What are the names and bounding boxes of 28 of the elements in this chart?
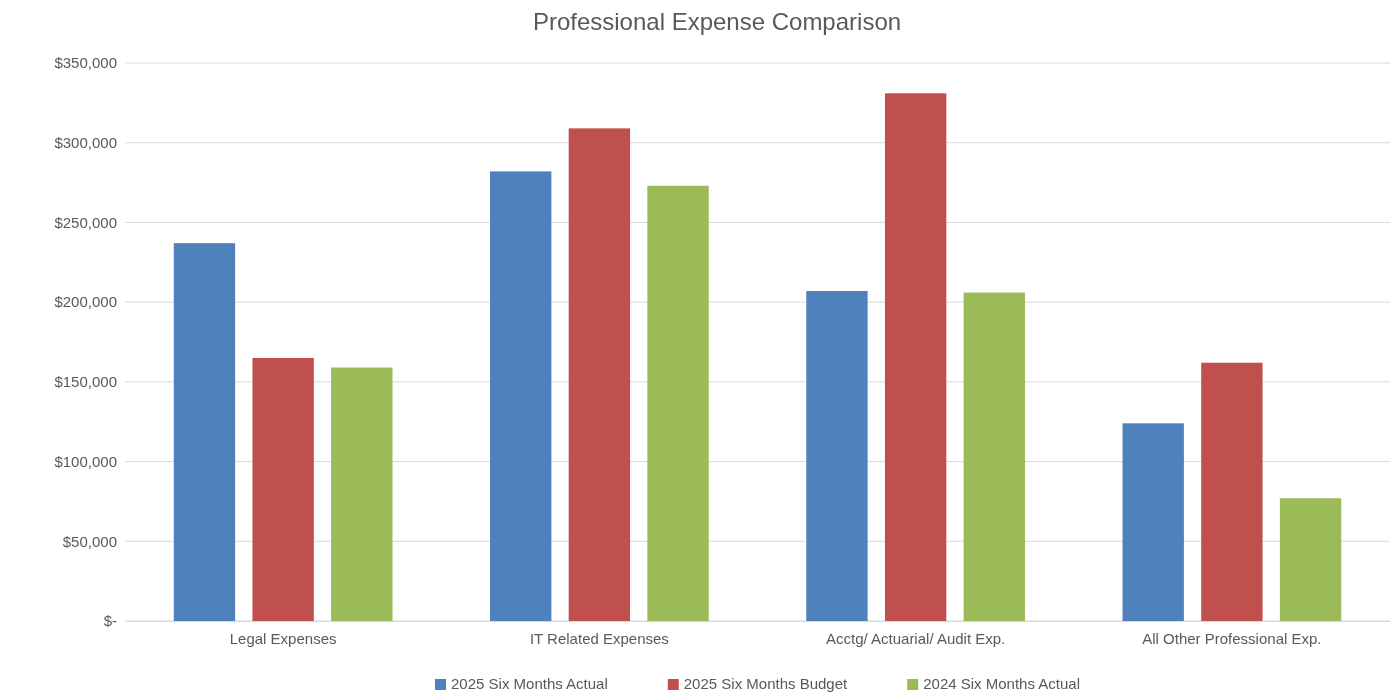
bar bbox=[252, 357, 314, 621]
legend-label: 2025 Six Months Actual bbox=[451, 675, 608, 692]
bar bbox=[1122, 423, 1184, 621]
x-tick-label: Acctg/ Actuarial/ Audit Exp. bbox=[825, 629, 1006, 647]
bar bbox=[884, 93, 947, 621]
bar bbox=[1201, 362, 1263, 621]
bar bbox=[806, 290, 868, 621]
bar bbox=[647, 185, 709, 621]
y-tick-label: $300,000 bbox=[54, 134, 117, 152]
y-tick-label: $200,000 bbox=[54, 293, 117, 311]
y-tick-label: $250,000 bbox=[54, 213, 117, 231]
y-tick-label: $50,000 bbox=[62, 532, 117, 550]
bar bbox=[1279, 498, 1342, 621]
bar bbox=[963, 292, 1025, 621]
y-tick-label: $150,000 bbox=[54, 373, 117, 391]
x-tick-label: IT Related Expenses bbox=[529, 629, 669, 647]
y-tick-label: $100,000 bbox=[54, 452, 117, 470]
bar bbox=[331, 367, 393, 621]
bar bbox=[173, 243, 236, 621]
x-tick-label: All Other Professional Exp. bbox=[1142, 629, 1322, 647]
x-tick-label: Legal Expenses bbox=[229, 629, 337, 647]
bar bbox=[490, 171, 552, 621]
y-tick-label: $350,000 bbox=[54, 54, 117, 72]
legend-label: 2025 Six Months Budget bbox=[683, 675, 849, 692]
y-tick-label: $- bbox=[103, 612, 117, 630]
chart-title: Professional Expense Comparison bbox=[532, 8, 902, 35]
legend-label: 2024 Six Months Actual bbox=[923, 675, 1080, 692]
bar bbox=[568, 128, 631, 621]
